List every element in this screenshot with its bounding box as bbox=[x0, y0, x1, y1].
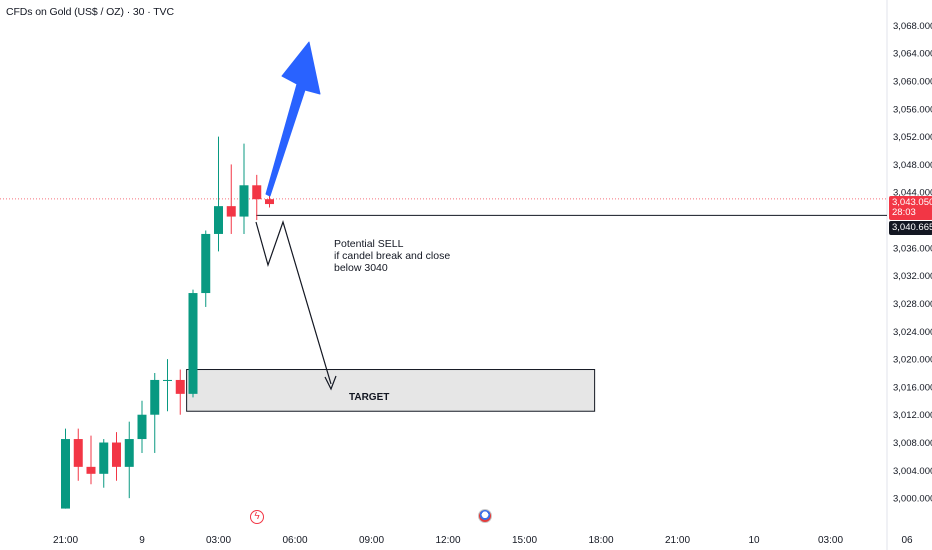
sell-path-arrowhead bbox=[324, 375, 337, 391]
y-tick-label: 3,032.000 bbox=[893, 271, 932, 282]
candle-body bbox=[61, 439, 70, 509]
x-tick-label: 06:00 bbox=[282, 535, 307, 546]
horizontal-line-price-tag: 3,040.665 bbox=[889, 221, 932, 235]
x-tick-label: 12:00 bbox=[435, 535, 460, 546]
candle-body bbox=[150, 379, 160, 415]
candle-body bbox=[99, 442, 109, 474]
x-tick-label: 15:00 bbox=[512, 535, 537, 546]
y-tick-label: 3,064.000 bbox=[893, 49, 932, 60]
x-tick-label: 9 bbox=[139, 535, 145, 546]
y-tick-label: 3,000.000 bbox=[893, 494, 932, 505]
current-price-value: 3,043.050 bbox=[892, 197, 932, 208]
x-tick-label: 21:00 bbox=[665, 535, 690, 546]
bullish-arrow[interactable] bbox=[265, 41, 321, 197]
candle-body bbox=[137, 414, 147, 440]
y-tick-label: 3,056.000 bbox=[893, 104, 932, 115]
y-tick-label: 3,052.000 bbox=[893, 132, 932, 143]
y-tick-label: 3,044.000 bbox=[893, 188, 932, 199]
candle-body bbox=[86, 466, 96, 474]
x-tick-label: 03:00 bbox=[818, 535, 843, 546]
bar-countdown: 28:03 bbox=[892, 207, 916, 218]
lightning-bolt-icon[interactable]: ϟ bbox=[250, 510, 264, 524]
candle-body bbox=[175, 379, 185, 394]
y-tick-label: 3,068.000 bbox=[893, 21, 932, 32]
us-flag-icon[interactable] bbox=[478, 509, 492, 523]
candle-body bbox=[163, 379, 172, 381]
candle-body bbox=[201, 233, 211, 294]
candle-body bbox=[252, 185, 262, 200]
x-tick-label: 09:00 bbox=[359, 535, 384, 546]
y-tick-label: 3,060.000 bbox=[893, 77, 932, 88]
symbol-title: CFDs on Gold (US$ / OZ) · 30 · TVC bbox=[6, 6, 174, 18]
y-tick-label: 3,024.000 bbox=[893, 327, 932, 338]
candle-body bbox=[226, 206, 236, 217]
x-tick-label: 21:00 bbox=[53, 535, 78, 546]
candle-body bbox=[188, 293, 198, 394]
x-tick-label: 03:00 bbox=[206, 535, 231, 546]
sell-path-zigzag[interactable] bbox=[255, 220, 332, 385]
candle-body bbox=[112, 442, 121, 467]
y-tick-label: 3,028.000 bbox=[893, 299, 932, 310]
y-tick-label: 3,004.000 bbox=[893, 466, 932, 477]
y-tick-label: 3,048.000 bbox=[893, 160, 932, 171]
y-tick-label: 3,020.000 bbox=[893, 355, 932, 366]
current-price-tag: 3,043.050 28:03 bbox=[889, 196, 932, 220]
x-tick-label: 06 bbox=[901, 535, 913, 546]
target-zone-label[interactable]: TARGET bbox=[349, 392, 390, 403]
candle-body bbox=[265, 199, 274, 205]
x-tick-label: 18:00 bbox=[588, 535, 613, 546]
candle-body bbox=[124, 439, 134, 467]
target-zone-rect[interactable] bbox=[186, 369, 596, 412]
x-tick-label: 10 bbox=[748, 535, 760, 546]
y-tick-label: 3,016.000 bbox=[893, 382, 932, 393]
y-tick-label: 3,008.000 bbox=[893, 438, 932, 449]
candle-body bbox=[239, 185, 249, 217]
candle-body bbox=[214, 206, 223, 234]
candle-body bbox=[73, 439, 83, 467]
y-tick-label: 3,012.000 bbox=[893, 410, 932, 421]
annotation-text[interactable]: Potential SELL if candel break and close… bbox=[334, 238, 451, 274]
y-tick-label: 3,036.000 bbox=[893, 243, 932, 254]
